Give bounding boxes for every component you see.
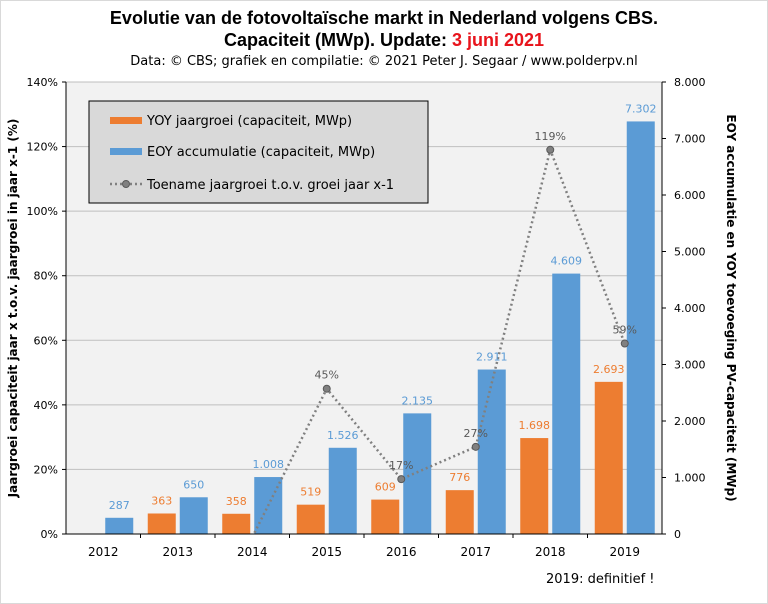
right-tick-label: 7.000	[674, 133, 706, 146]
yoy-bar	[222, 513, 251, 534]
data-labels: 287 363 650 358 1.008 519 1.526 609 2.135 776 2.91…	[109, 102, 657, 511]
right-tick-label: 6.000	[674, 189, 706, 202]
eoy-data-label: 287	[109, 499, 130, 512]
right-tick-label: 0	[674, 528, 681, 541]
x-tick-label: 2019	[609, 545, 640, 559]
left-tick-label: 80%	[34, 270, 58, 283]
right-tick-label: 3.000	[674, 359, 706, 372]
legend-box	[88, 100, 429, 204]
growth-marker	[546, 145, 555, 154]
left-tick-label: 140%	[27, 76, 58, 89]
growth-marker	[322, 384, 331, 393]
eoy-bar	[403, 413, 432, 534]
chart-title-line2: Capaciteit (MWp). Update: 3 juni 2021	[0, 30, 768, 50]
yoy-bar	[594, 381, 623, 534]
right-tick-label: 1.000	[674, 472, 706, 485]
x-tick-label: 2016	[386, 545, 417, 559]
yoy-data-label: 1.698	[519, 419, 551, 432]
yoy-data-label: 2.693	[593, 363, 625, 376]
left-tick-label: 40%	[34, 399, 58, 412]
eoy-data-label: 7.302	[625, 102, 657, 115]
eoy-data-label: 4.609	[551, 255, 583, 268]
yoy-bar	[296, 504, 325, 534]
x-tick-label: 2012	[88, 545, 119, 559]
bars	[105, 121, 655, 534]
x-tick-label: 2013	[162, 545, 193, 559]
left-tick-label: 20%	[34, 463, 58, 476]
left-axis-label: Jaargroei capaciteit jaar x t.o.v. jaarg…	[6, 119, 20, 499]
legend-label-growth: Toename jaargroei t.o.v. groei jaar x-1	[146, 178, 394, 193]
axes: 0% 20% 40% 60% 80% 100% 120% 140% 0 1.000 2.000 3.0…	[27, 76, 706, 559]
eoy-data-label: 2.911	[476, 351, 508, 364]
eoy-data-label: 2.135	[402, 394, 434, 407]
yoy-bar	[147, 513, 176, 534]
right-tick-label: 2.000	[674, 415, 706, 428]
update-date: 3 juni 2021	[451, 30, 545, 50]
right-axis-label: EOY accumulatie en YOY toevoeging PV-cap…	[724, 114, 738, 501]
left-tick-label: 0%	[41, 528, 58, 541]
yoy-data-label: 363	[151, 494, 172, 507]
legend-swatch-eoy	[110, 148, 142, 155]
eoy-bar	[105, 517, 134, 534]
growth-data-label: 59%	[613, 324, 637, 337]
legend-swatch-yoy	[110, 117, 142, 124]
chart-subtitle: Data: © CBS; grafiek en compilatie: © 20…	[130, 54, 638, 69]
x-tick-label: 2018	[535, 545, 566, 559]
x-tick-label: 2014	[237, 545, 268, 559]
growth-marker	[471, 442, 480, 451]
yoy-data-label: 358	[226, 495, 247, 508]
eoy-bar	[328, 447, 357, 534]
right-tick-label: 8.000	[674, 76, 706, 89]
growth-line	[252, 145, 629, 534]
yoy-bar	[520, 438, 549, 534]
legend-label-yoy: YOY jaargroei (capaciteit, MWp)	[146, 114, 352, 129]
eoy-bar	[552, 273, 581, 534]
left-tick-label: 120%	[27, 141, 58, 154]
eoy-data-label: 1.008	[253, 458, 285, 471]
legend: YOY jaargroei (capaciteit, MWp) EOY accu…	[88, 100, 429, 204]
growth-data-label: 45%	[315, 369, 339, 382]
eoy-bar	[626, 121, 655, 534]
footnote: 2019: definitief !	[546, 572, 655, 587]
left-tick-label: 100%	[27, 205, 58, 218]
x-tick-label: 2015	[311, 545, 342, 559]
right-tick-label: 4.000	[674, 302, 706, 315]
eoy-data-label: 650	[183, 478, 204, 491]
yoy-data-label: 609	[375, 481, 396, 494]
yoy-bar	[445, 490, 474, 534]
yoy-data-label: 519	[300, 486, 321, 499]
growth-polyline	[252, 145, 626, 534]
title-prefix: Capaciteit (MWp). Update:	[223, 30, 452, 50]
growth-data-label: 17%	[389, 459, 413, 472]
growth-marker	[620, 339, 629, 348]
legend-label-eoy: EOY accumulatie (capaciteit, MWp)	[147, 145, 375, 160]
legend-marker-growth	[122, 180, 130, 188]
yoy-bar	[371, 499, 400, 534]
eoy-bar	[179, 497, 208, 534]
x-tick-label: 2017	[460, 545, 491, 559]
eoy-bar	[477, 369, 506, 534]
left-tick-label: 60%	[34, 334, 58, 347]
eoy-data-label: 1.526	[327, 429, 359, 442]
chart-title: Evolutie van de fotovoltaïsche markt in …	[109, 8, 659, 28]
yoy-data-label: 776	[449, 471, 470, 484]
growth-data-label: 27%	[464, 427, 488, 440]
right-tick-label: 5.000	[674, 246, 706, 259]
growth-data-label: 119%	[535, 130, 566, 143]
growth-marker	[397, 475, 406, 484]
